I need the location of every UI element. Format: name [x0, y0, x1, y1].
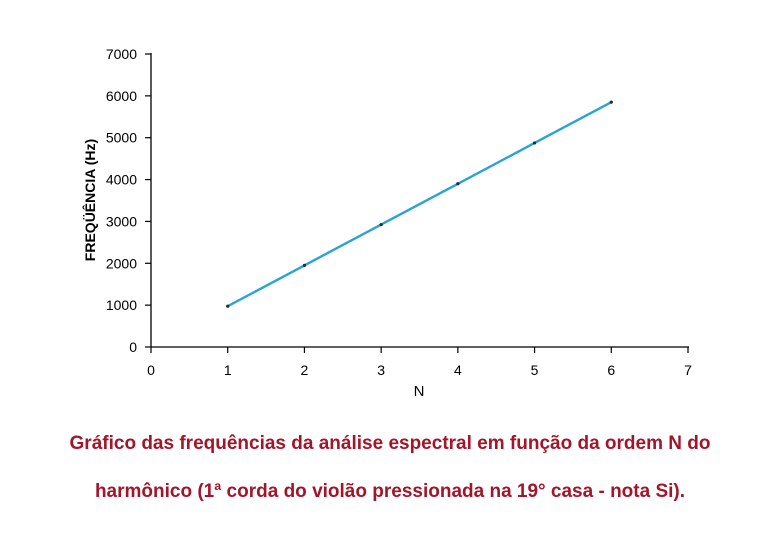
data-point: [226, 304, 230, 308]
chart-axes: [150, 53, 689, 348]
y-tick-label: 0: [129, 339, 137, 355]
data-point: [609, 100, 613, 104]
caption-line-1: Gráfico das frequências da análise espec…: [69, 433, 711, 454]
x-tick-label: 0: [147, 362, 155, 378]
x-tick-label: 6: [607, 362, 615, 378]
x-axis-label: N: [414, 383, 425, 400]
y-tick-label: 1000: [106, 297, 137, 313]
data-point: [379, 222, 383, 227]
y-tick-label: 3000: [106, 213, 137, 229]
y-tick-label: 2000: [106, 255, 137, 271]
x-tick-label: 4: [454, 362, 462, 378]
y-tick-label: 5000: [106, 130, 137, 146]
x-tick-label: 7: [684, 362, 692, 378]
data-point: [302, 263, 307, 267]
y-tick-label: 7000: [106, 46, 137, 62]
x-tick-label: 1: [224, 362, 232, 378]
caption-line-2: harmônico (1ª corda do violão pressionad…: [94, 481, 686, 502]
y-tick-label: 4000: [106, 172, 137, 188]
y-axis-label: FREQÜÊNCIA (Hz): [81, 139, 98, 261]
x-tick-label: 5: [531, 362, 539, 378]
x-tick-label: 3: [377, 362, 385, 378]
y-tick-label: 6000: [106, 88, 137, 104]
x-axis-ticks: 0 1 2 3 4 5 6 7: [147, 347, 692, 378]
x-tick-label: 2: [301, 362, 309, 378]
data-point: [456, 182, 460, 186]
frequency-chart: 0 1000 2000 3000 4000 5000 6000 7000 0 1 2 3 4 5 6 7 N…: [81, 46, 692, 400]
series-line: [227, 101, 612, 308]
plot-area: [226, 100, 613, 308]
data-point: [532, 141, 537, 145]
y-axis-ticks: 0 1000 2000 3000 4000 5000 6000 7000: [106, 46, 151, 355]
